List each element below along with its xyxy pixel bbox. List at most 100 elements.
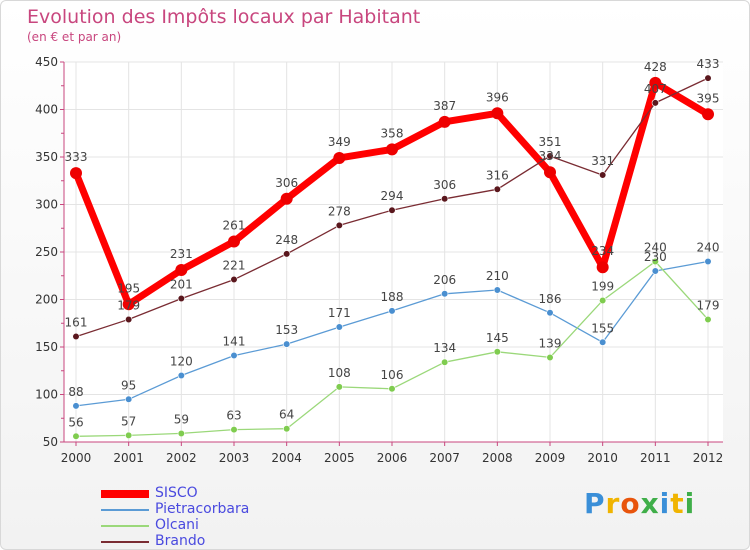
point-olcani-2004 bbox=[283, 425, 291, 433]
point-brando-2005 bbox=[335, 221, 343, 229]
point-pietracorbara-2001 bbox=[125, 395, 133, 403]
point-olcani-2009 bbox=[546, 353, 554, 362]
y-tick-label-400: 400 bbox=[35, 103, 58, 117]
point-olcani-2010 bbox=[599, 296, 607, 305]
point-olcani-2005 bbox=[335, 383, 343, 391]
point-sisco-2012 bbox=[702, 108, 714, 121]
point-pietracorbara-2007 bbox=[441, 290, 449, 298]
point-brando-2010 bbox=[599, 171, 607, 179]
data-label-pietracorbara-2004: 153 bbox=[275, 323, 298, 337]
data-label-pietracorbara-2003: 141 bbox=[223, 335, 246, 349]
point-brando-2006 bbox=[388, 206, 396, 214]
data-label-brando-2011: 407 bbox=[644, 82, 667, 96]
data-label-pietracorbara-2008: 210 bbox=[486, 269, 509, 283]
point-sisco-2003 bbox=[228, 235, 240, 248]
y-tick-label-100: 100 bbox=[35, 388, 58, 402]
data-label-sisco-2006: 358 bbox=[381, 126, 404, 140]
legend-swatch-sisco bbox=[101, 490, 149, 498]
data-label-olcani-2007: 134 bbox=[433, 341, 456, 355]
data-label-olcani-2010: 199 bbox=[591, 279, 614, 293]
point-olcani-2003 bbox=[230, 426, 238, 434]
data-label-pietracorbara-2011: 230 bbox=[644, 250, 667, 264]
x-tick-label-2012: 2012 bbox=[693, 451, 724, 465]
data-label-pietracorbara-2005: 171 bbox=[328, 306, 351, 320]
data-label-pietracorbara-2010: 155 bbox=[591, 321, 614, 335]
data-label-olcani-2002: 59 bbox=[174, 412, 189, 426]
point-sisco-2008 bbox=[491, 107, 504, 120]
point-sisco-2009 bbox=[544, 166, 556, 179]
data-label-sisco-2010: 234 bbox=[591, 244, 614, 258]
legend-label-sisco: SISCO bbox=[155, 485, 198, 501]
data-label-olcani-2009: 139 bbox=[539, 336, 562, 350]
data-label-brando-2005: 278 bbox=[328, 204, 351, 218]
point-brando-2012 bbox=[704, 74, 712, 82]
point-olcani-2011 bbox=[651, 257, 659, 266]
legend-swatch-pietracorbara bbox=[101, 509, 149, 511]
data-label-brando-2010: 331 bbox=[591, 154, 614, 168]
x-tick-label-2005: 2005 bbox=[324, 451, 355, 465]
x-tick-label-2002: 2002 bbox=[166, 451, 197, 465]
y-tick-label-250: 250 bbox=[35, 245, 58, 259]
point-olcani-2006 bbox=[388, 385, 396, 393]
data-label-olcani-2000: 56 bbox=[68, 415, 83, 429]
legend-item-pietracorbara: Pietracorbara bbox=[101, 501, 321, 518]
data-label-olcani-2005: 108 bbox=[328, 366, 351, 380]
data-label-sisco-2004: 306 bbox=[275, 176, 298, 190]
point-olcani-2008 bbox=[493, 348, 501, 356]
data-label-pietracorbara-2000: 88 bbox=[68, 385, 83, 399]
data-label-brando-2007: 306 bbox=[433, 178, 456, 192]
x-tick-label-2003: 2003 bbox=[219, 451, 250, 465]
x-tick-label-2001: 2001 bbox=[113, 451, 144, 465]
data-label-brando-2006: 294 bbox=[381, 189, 404, 203]
chart-title: Evolution des Impôts locaux par Habitant bbox=[27, 6, 421, 28]
point-pietracorbara-2006 bbox=[388, 307, 396, 315]
point-pietracorbara-2011 bbox=[651, 267, 659, 275]
point-brando-2000 bbox=[72, 332, 80, 341]
point-sisco-2007 bbox=[438, 115, 451, 128]
legend-swatch-olcani bbox=[101, 525, 149, 527]
point-sisco-2004 bbox=[280, 192, 293, 205]
legend-swatch-brando bbox=[101, 541, 149, 543]
logo-letter: o bbox=[620, 487, 641, 520]
data-label-brando-2008: 316 bbox=[486, 168, 509, 182]
point-brando-2008 bbox=[493, 185, 501, 193]
data-label-brando-2009: 351 bbox=[539, 135, 562, 149]
x-tick-label-2000: 2000 bbox=[61, 451, 92, 465]
point-sisco-2010 bbox=[596, 261, 609, 274]
data-label-sisco-2011: 428 bbox=[644, 60, 667, 74]
data-label-sisco-2003: 261 bbox=[223, 219, 246, 233]
y-tick-label-450: 450 bbox=[35, 55, 58, 69]
data-label-pietracorbara-2001: 95 bbox=[121, 378, 136, 392]
legend-label-pietracorbara: Pietracorbara bbox=[155, 501, 250, 517]
legend: SISCO Pietracorbara Olcani Brando bbox=[101, 485, 321, 549]
data-label-sisco-2009: 334 bbox=[539, 149, 562, 163]
point-olcani-2012 bbox=[704, 315, 712, 324]
data-label-olcani-2011: 240 bbox=[644, 241, 667, 255]
legend-item-brando: Brando bbox=[101, 533, 321, 549]
point-pietracorbara-2002 bbox=[177, 371, 185, 380]
point-olcani-2007 bbox=[441, 358, 449, 366]
data-label-sisco-2012: 395 bbox=[697, 91, 720, 105]
point-pietracorbara-2012 bbox=[704, 257, 712, 266]
data-label-olcani-2003: 63 bbox=[226, 409, 241, 423]
legend-label-olcani: Olcani bbox=[155, 517, 199, 533]
legend-item-sisco: SISCO bbox=[101, 485, 321, 502]
logo-letter: r bbox=[605, 487, 621, 520]
point-pietracorbara-2008 bbox=[493, 286, 501, 294]
logo-letter: i bbox=[659, 487, 671, 520]
point-brando-2002 bbox=[177, 294, 185, 303]
data-label-sisco-2007: 387 bbox=[433, 99, 456, 113]
point-pietracorbara-2010 bbox=[599, 338, 607, 346]
x-tick-label-2011: 2011 bbox=[640, 451, 671, 465]
logo-letter: t bbox=[670, 487, 685, 520]
data-label-sisco-2002: 231 bbox=[170, 247, 193, 261]
data-label-olcani-2006: 106 bbox=[381, 368, 404, 382]
logo-letter: i bbox=[684, 487, 696, 520]
x-tick-label-2006: 2006 bbox=[377, 451, 408, 465]
point-brando-2001 bbox=[125, 315, 133, 324]
point-sisco-2011 bbox=[649, 76, 662, 89]
point-pietracorbara-2009 bbox=[546, 309, 554, 317]
point-olcani-2000 bbox=[72, 432, 80, 440]
